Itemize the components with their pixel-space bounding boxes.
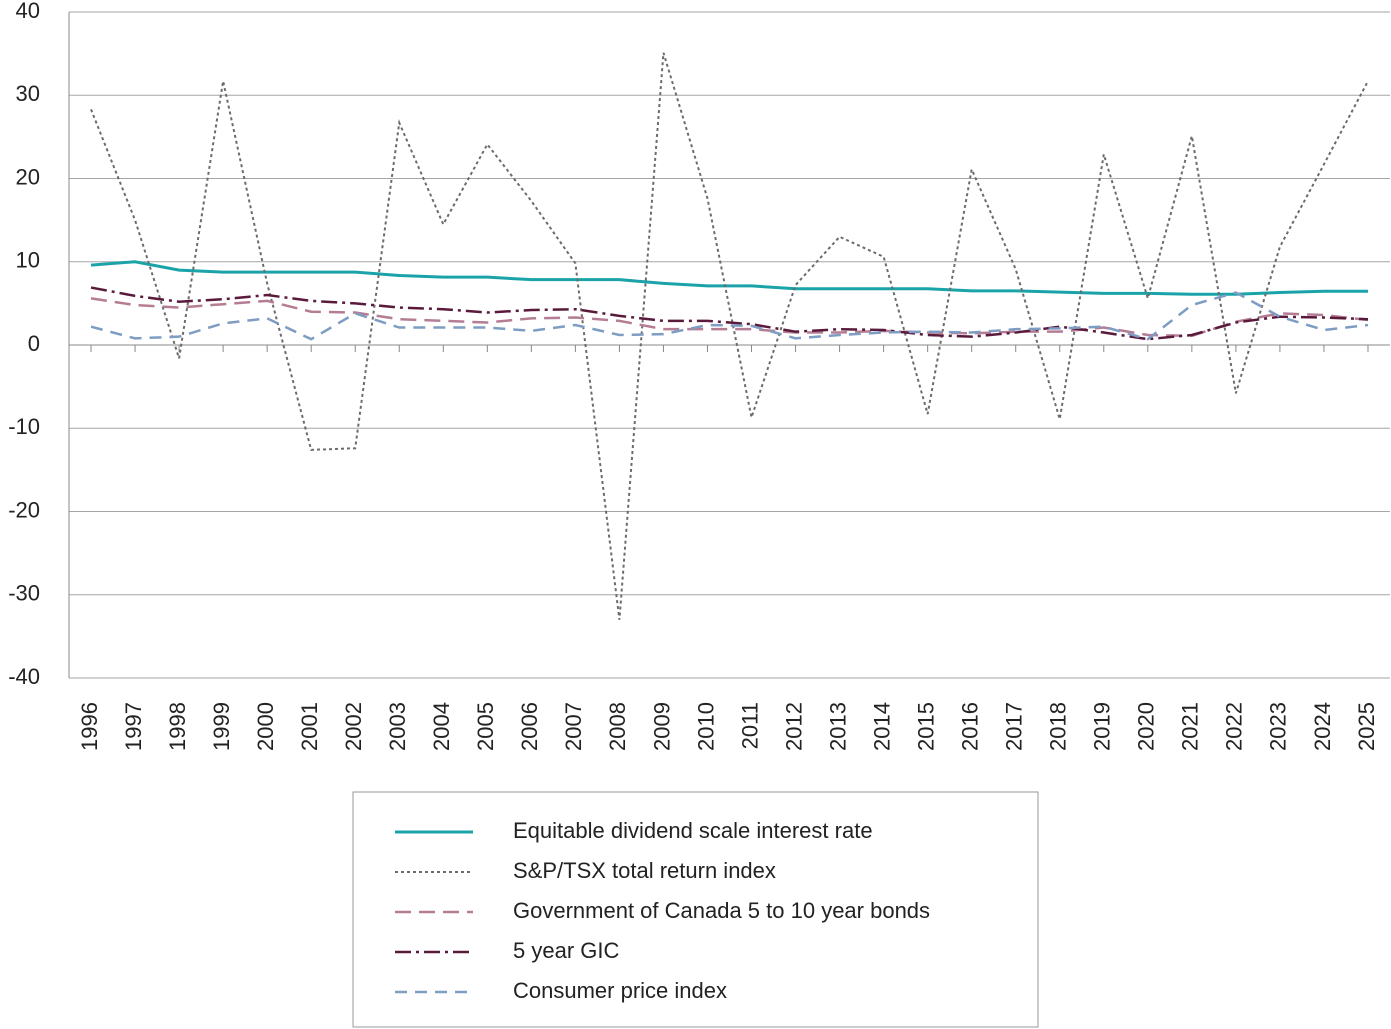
y-tick-label: -40	[8, 664, 40, 689]
y-tick-label: 40	[16, 0, 40, 23]
legend-label: Consumer price index	[513, 978, 727, 1003]
x-tick-label: 2006	[517, 702, 542, 751]
x-tick-label: 2008	[605, 702, 630, 751]
x-tick-label: 2014	[869, 702, 894, 751]
legend-label: Government of Canada 5 to 10 year bonds	[513, 898, 930, 923]
x-tick-label: 2025	[1354, 702, 1379, 751]
y-tick-label: -10	[8, 414, 40, 439]
x-tick-label: 2009	[649, 702, 674, 751]
x-tick-label: 2003	[385, 702, 410, 751]
x-tick-label: 1997	[121, 702, 146, 751]
x-tick-label: 1996	[77, 702, 102, 751]
legend-label: Equitable dividend scale interest rate	[513, 818, 873, 843]
series-line	[90, 291, 1369, 341]
x-tick-label: 2023	[1266, 702, 1291, 751]
x-tick-label: 2024	[1310, 702, 1335, 751]
x-tick-label: 2007	[561, 702, 586, 751]
x-tick-label: 2011	[737, 702, 762, 749]
x-tick-label: 2016	[957, 702, 982, 751]
x-tick-label: 2001	[297, 702, 322, 751]
x-tick-label: 2000	[253, 702, 278, 751]
y-tick-label: 20	[16, 164, 40, 189]
y-tick-label: -20	[8, 497, 40, 522]
x-tick-label: 2013	[825, 702, 850, 751]
y-tick-label: 30	[16, 81, 40, 106]
y-tick-label: -30	[8, 581, 40, 606]
x-tick-label: 2017	[1002, 702, 1027, 751]
x-tick-label: 2012	[781, 702, 806, 751]
x-tick-label: 2019	[1090, 702, 1115, 751]
series-line	[90, 260, 1368, 296]
x-tick-label: 2005	[473, 702, 498, 751]
x-tick-label: 2020	[1134, 702, 1159, 751]
x-tick-label: 2002	[341, 702, 366, 751]
x-tick-label: 2021	[1178, 702, 1203, 751]
legend-label: S&P/TSX total return index	[513, 858, 776, 883]
legend-box	[352, 791, 1039, 1028]
series-line	[90, 52, 1369, 620]
series-line	[90, 297, 1369, 338]
x-tick-label: 1998	[165, 702, 190, 751]
series-line	[90, 286, 1369, 341]
x-tick-label: 2018	[1046, 702, 1071, 751]
legend-label: 5 year GIC	[513, 938, 619, 963]
x-tick-label: 2022	[1222, 702, 1247, 751]
x-tick-label: 2010	[693, 702, 718, 751]
y-tick-label: 10	[16, 248, 40, 273]
y-tick-label: 0	[28, 331, 40, 356]
x-tick-label: 2004	[429, 702, 454, 751]
x-tick-label: 1999	[209, 702, 234, 751]
x-tick-label: 2015	[913, 702, 938, 751]
